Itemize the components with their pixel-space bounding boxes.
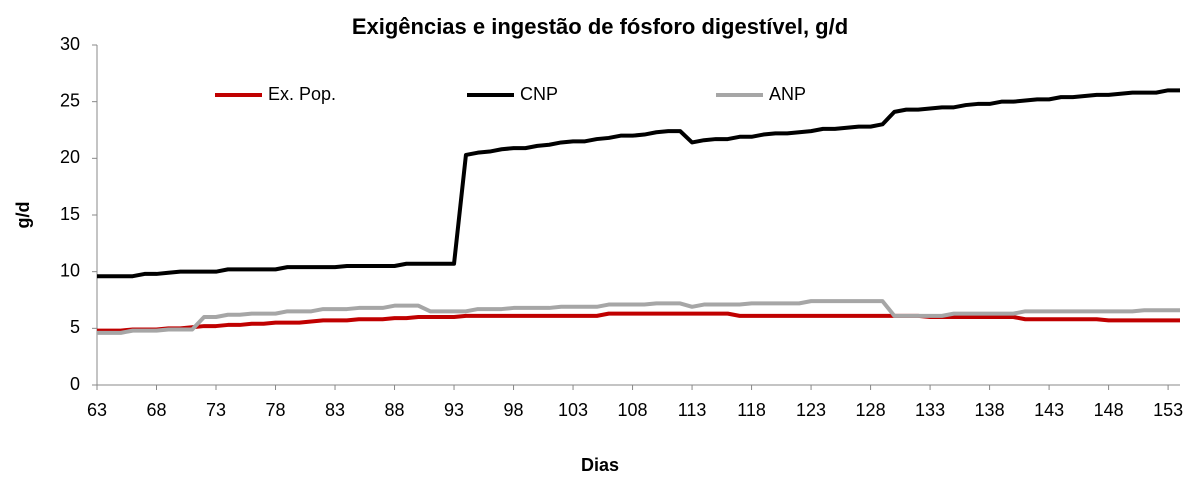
x-tick-label: 123 <box>796 400 826 420</box>
series-line <box>97 88 1180 279</box>
legend-label: ANP <box>769 84 806 104</box>
x-tick-label: 128 <box>856 400 886 420</box>
legend-label: CNP <box>520 84 558 104</box>
x-tick-label: 88 <box>385 400 405 420</box>
y-tick-label: 10 <box>60 260 80 280</box>
x-tick-label: 93 <box>444 400 464 420</box>
x-tick-label: 73 <box>206 400 226 420</box>
y-tick-label: 30 <box>60 34 80 54</box>
x-tick-label: 63 <box>87 400 107 420</box>
x-tick-label: 98 <box>504 400 524 420</box>
x-tick-label: 83 <box>325 400 345 420</box>
x-tick-label: 143 <box>1034 400 1064 420</box>
y-tick-label: 15 <box>60 204 80 224</box>
x-axis-label: Dias <box>581 455 619 475</box>
x-tick-label: 113 <box>678 400 707 420</box>
y-axis-label: g/d <box>13 202 33 229</box>
series-line <box>97 311 1180 333</box>
x-tick-label: 108 <box>618 400 648 420</box>
x-tick-label: 78 <box>266 400 286 420</box>
x-tick-label: 103 <box>558 400 588 420</box>
x-tick-label: 133 <box>915 400 945 420</box>
x-tick-label: 118 <box>737 400 766 420</box>
y-tick-label: 25 <box>60 90 80 110</box>
series-line <box>97 299 1180 335</box>
legend-label: Ex. Pop. <box>268 84 336 104</box>
chart-title: Exigências e ingestão de fósforo digestí… <box>352 14 848 39</box>
x-tick-label: 148 <box>1094 400 1124 420</box>
x-tick-label: 153 <box>1153 400 1183 420</box>
x-tick-label: 138 <box>975 400 1005 420</box>
x-tick-label: 68 <box>146 400 166 420</box>
y-tick-label: 20 <box>60 147 80 167</box>
y-tick-label: 5 <box>70 317 80 337</box>
y-tick-label: 0 <box>70 374 80 394</box>
